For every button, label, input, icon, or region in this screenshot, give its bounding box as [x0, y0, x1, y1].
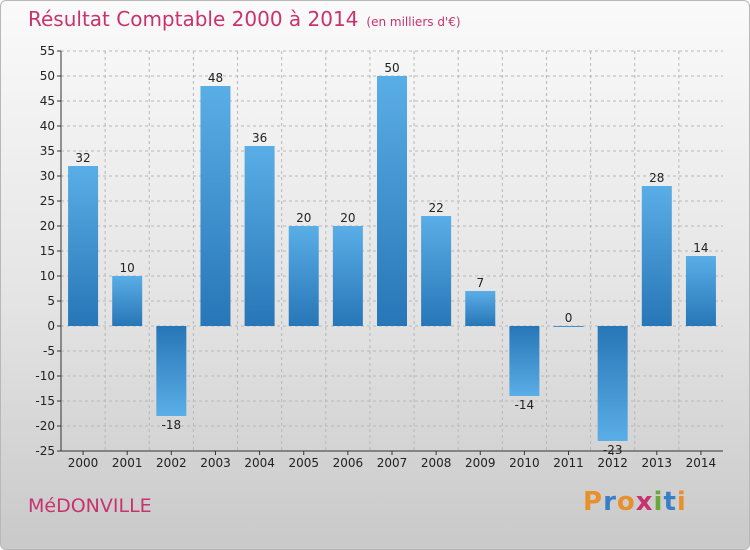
data-label: 0 — [565, 311, 573, 325]
brand-logo-letter: P — [583, 487, 604, 517]
bar-2010 — [509, 326, 540, 396]
brand-logo-letter: x — [635, 487, 654, 517]
y-tick-label: 50 — [40, 69, 55, 83]
bar-2011 — [553, 326, 584, 327]
brand-logo-letter: i — [653, 487, 664, 517]
bar-2007 — [377, 76, 407, 326]
data-label: 14 — [693, 241, 708, 255]
data-label: 7 — [476, 276, 484, 290]
brand-logo-letter: r — [603, 487, 617, 517]
bar-2003 — [200, 86, 231, 326]
y-tick-label: -5 — [43, 344, 55, 358]
y-tick-label: 0 — [47, 319, 55, 333]
label-layer: 32 10 -18 48 36 20 20 50 22 7 -14 0 -23 28 14 — [75, 61, 708, 457]
y-tick-label: 30 — [40, 169, 55, 183]
y-tick-label: 40 — [40, 119, 55, 133]
data-label: -18 — [162, 418, 182, 432]
place-name: MéDONVILLE — [28, 495, 152, 517]
data-label: 32 — [75, 151, 90, 165]
bar-2006 — [332, 226, 363, 326]
x-tick-label: 2006 — [333, 456, 364, 470]
x-tick-label: 2004 — [244, 456, 275, 470]
x-tick-label: 2002 — [156, 456, 187, 470]
data-label: 20 — [296, 211, 311, 225]
y-tick-label: 5 — [47, 294, 55, 308]
x-tick-label: 2007 — [377, 456, 408, 470]
brand-logo-letter: o — [616, 487, 636, 517]
x-tick-label: 2011 — [553, 456, 584, 470]
y-tick-label: 35 — [40, 144, 55, 158]
chart-title: Résultat Comptable 2000 à 2014 — [28, 7, 359, 31]
bar-2012 — [597, 326, 628, 441]
chart-title-block: Résultat Comptable 2000 à 2014 (en millie… — [28, 7, 461, 31]
y-tick-label: 20 — [40, 219, 55, 233]
x-tick-label: 2005 — [288, 456, 319, 470]
bar-2008 — [421, 216, 452, 326]
data-label: 22 — [428, 201, 443, 215]
bar-2002 — [156, 326, 187, 416]
bar-2014 — [685, 256, 716, 326]
bar-layer — [68, 76, 716, 441]
data-label: -14 — [515, 398, 535, 412]
axis-layer: 5550454035302520151050-5-10-15-20-252000… — [35, 44, 723, 470]
bar-2005 — [288, 226, 319, 326]
y-tick-label: 55 — [40, 44, 55, 58]
bar-2013 — [641, 186, 672, 326]
data-label: 10 — [120, 261, 135, 275]
brand-logo-letter: i — [676, 487, 687, 517]
brand-logo: Proxiti — [583, 487, 687, 517]
y-tick-label: 15 — [40, 244, 55, 258]
x-tick-label: 2010 — [509, 456, 540, 470]
data-label: 48 — [208, 71, 223, 85]
x-tick-label: 2013 — [642, 456, 673, 470]
x-tick-label: 2008 — [421, 456, 452, 470]
y-tick-label: -15 — [35, 394, 55, 408]
x-tick-label: 2009 — [465, 456, 496, 470]
y-tick-label: 25 — [40, 194, 55, 208]
y-tick-label: 10 — [40, 269, 55, 283]
y-tick-label: -10 — [35, 369, 55, 383]
data-label: 50 — [384, 61, 399, 75]
data-label: -23 — [603, 443, 623, 457]
x-tick-label: 2012 — [597, 456, 628, 470]
x-tick-label: 2000 — [68, 456, 99, 470]
y-tick-label: -20 — [35, 419, 55, 433]
data-label: 20 — [340, 211, 355, 225]
bar-2004 — [244, 146, 275, 326]
y-tick-label: 45 — [40, 94, 55, 108]
chart-subtitle: (en milliers d'€) — [366, 15, 461, 29]
data-label: 28 — [649, 171, 664, 185]
x-tick-label: 2001 — [112, 456, 143, 470]
bar-2001 — [112, 276, 143, 326]
data-label: 36 — [252, 131, 267, 145]
bar-2000 — [68, 166, 99, 326]
brand-logo-letter: t — [663, 487, 677, 517]
bar-2009 — [465, 291, 496, 326]
y-tick-label: -25 — [35, 444, 55, 458]
x-tick-label: 2014 — [686, 456, 717, 470]
x-tick-label: 2003 — [200, 456, 231, 470]
